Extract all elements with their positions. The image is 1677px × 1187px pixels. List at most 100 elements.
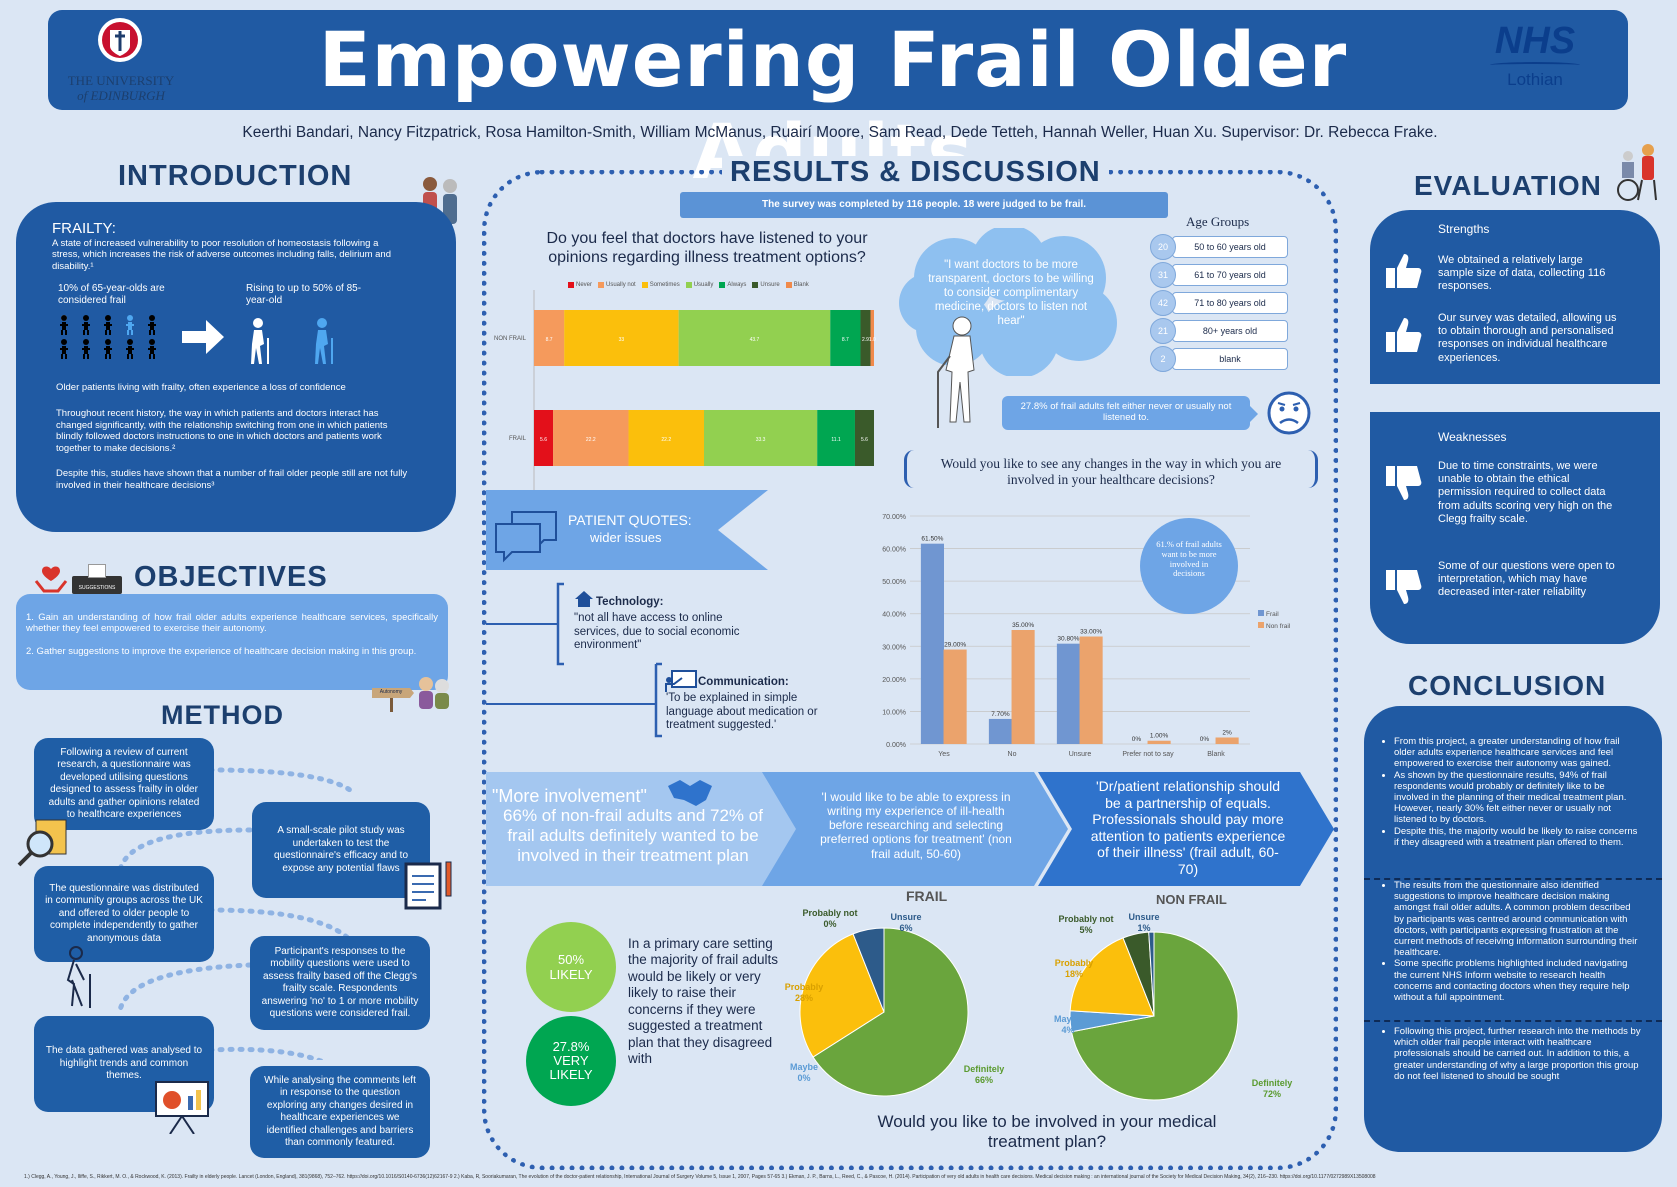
- bar-row-label: NON FRAIL: [494, 336, 527, 342]
- page-title: Empowering Frail Older Adults: [318, 15, 1348, 196]
- bar: [988, 718, 1012, 744]
- legend-item: Unsure: [752, 282, 780, 288]
- bubble-61-text: 61.% of frail adults want to be more inv…: [1156, 539, 1222, 579]
- x-tick-label: Yes: [938, 751, 950, 758]
- quote-frail: 'Dr/patient relationship should be a par…: [1090, 778, 1286, 877]
- age-row-5: blank 2: [1150, 346, 1288, 372]
- bar-segment-label: 5.6: [861, 437, 868, 443]
- results-heading: RESULTS & DISCUSSION: [722, 156, 1109, 189]
- age-row-3: 71 to 80 years old 42: [1150, 290, 1288, 316]
- method-step-2: A small-scale pilot study was undertaken…: [252, 802, 430, 898]
- pie-label-line: 4%: [1061, 1025, 1074, 1035]
- pie-slice: [852, 927, 885, 1013]
- evaluation-heading: EVALUATION: [1414, 170, 1602, 201]
- pie-label-line: Probably: [785, 982, 824, 992]
- legend-swatch: [752, 282, 759, 288]
- legend-item: Sometimes: [641, 282, 680, 288]
- bar-segment: [534, 410, 554, 466]
- pie-label-line: 18%: [1065, 969, 1083, 979]
- y-tick-label: 70.00%: [882, 514, 906, 521]
- pie-label-line: Unsure: [890, 912, 921, 922]
- frailty-definition: A state of increased vulnerability to po…: [52, 238, 391, 272]
- legend-item: Usually: [685, 282, 713, 288]
- stat-10pct: 10% of 65-year-olds are considered frail: [58, 283, 165, 306]
- survey-banner: The survey was completed by 116 people. …: [680, 192, 1168, 218]
- stacked-bar-legend: Never Usually not Sometimes Usually Always Un…: [568, 275, 828, 288]
- legend-label: Sometimes: [649, 282, 680, 288]
- age-row-1: 50 to 60 years old 20: [1150, 234, 1288, 260]
- age-count: 21: [1150, 318, 1176, 344]
- elderly-couple-small-icon: [416, 674, 452, 710]
- legend-swatch: [719, 282, 726, 288]
- x-tick-label: Unsure: [1069, 751, 1092, 758]
- arrow-right-icon: [182, 320, 224, 354]
- conclusion-bullet: As shown by the questionnaire results, 9…: [1394, 770, 1642, 826]
- age-groups-list: 50 to 60 years old 20 61 to 70 years old 3…: [1150, 234, 1290, 374]
- frailty-title: FRAILTY:: [52, 220, 116, 237]
- suggestions-label: SUGGESTIONS: [78, 585, 116, 591]
- intro-p3: Despite this, studies have shown that a …: [56, 468, 408, 491]
- objective-1: 1. Gain an understanding of how frail ol…: [26, 612, 438, 635]
- age-count: 42: [1150, 290, 1176, 316]
- bar-segment: [817, 410, 855, 466]
- age-label: blank: [1172, 348, 1288, 370]
- pie-label: Unsure 6%: [890, 912, 921, 933]
- bar-segment-label: 5.6: [540, 437, 547, 443]
- pie-label: Definitely 72%: [1252, 1078, 1293, 1099]
- age-row-2: 61 to 70 years old 31: [1150, 262, 1288, 288]
- header-banner: [48, 10, 1628, 110]
- bar-segment: [628, 410, 704, 466]
- weaknesses-title: Weaknesses: [1438, 430, 1507, 444]
- legend-swatch: [1258, 622, 1264, 628]
- pie-label: Probably 28%: [785, 982, 824, 1003]
- legend-swatch: [685, 282, 692, 288]
- bar-value-label: 2%: [1222, 729, 1232, 736]
- pie-frail: Definitely 66% Probably 28% Unsure 6% Probably…: [784, 900, 1034, 1100]
- handshake-icon: [666, 776, 714, 808]
- q2-bracket: [904, 450, 1318, 488]
- x-tick-label: Blank: [1207, 751, 1225, 758]
- uni-line1: THE UNIVERSITY: [67, 73, 175, 88]
- university-name: THE UNIVERSITY of EDINBURGH: [58, 73, 184, 104]
- tech-quote: "not all have access to online services,…: [574, 612, 740, 652]
- method-connector: [117, 767, 353, 1060]
- y-tick-label: 60.00%: [882, 547, 906, 554]
- strengths-panel: [1370, 210, 1660, 384]
- objective-2: 2. Gather suggestions to improve the exp…: [26, 646, 417, 657]
- university-crest: [96, 16, 144, 68]
- quote-cloud: [899, 228, 1117, 376]
- strengths-title: Strengths: [1438, 222, 1490, 236]
- legend-swatch: [568, 282, 574, 288]
- y-tick-label: 10.00%: [882, 709, 906, 716]
- pie-label-line: 6%: [899, 923, 912, 933]
- nhs-logo-text: NHS: [1494, 20, 1576, 62]
- age-label: 61 to 70 years old: [1172, 264, 1288, 286]
- pie-label-line: 5%: [1079, 925, 1092, 935]
- pie-label: Maybe 0%: [790, 1062, 818, 1083]
- grouped-bar-svg: 0.00% 10.00% 20.00% 30.00% 40.00% 50.00% 60.00…: [882, 514, 1291, 758]
- wheelchair-icon: [1614, 142, 1662, 202]
- question-changes: Would you like to see any changes in the…: [940, 456, 1282, 487]
- people-icons-group: [56, 314, 166, 360]
- weakness-2: Some of our questions were open to inter…: [1438, 560, 1615, 599]
- bar-segment-label: 22.2: [586, 437, 596, 443]
- bar-value-label: 1.00%: [1150, 733, 1169, 740]
- bar-segment: [870, 310, 874, 366]
- pie-label-line: Probably not: [802, 908, 857, 918]
- intro-panel: [16, 202, 456, 532]
- tech-title: Technology:: [596, 596, 664, 608]
- pie-label-line: Probably not: [1058, 914, 1113, 924]
- elderly-person-icon: [246, 318, 276, 364]
- legend-label: Never: [576, 282, 593, 288]
- pie-label-line: Maybe: [790, 1062, 818, 1072]
- bar-value-label: 30.80%: [1057, 636, 1079, 643]
- pie-label: Unsure 1%: [1128, 912, 1159, 933]
- bar-segment: [830, 310, 861, 366]
- conclusion-heading: CONCLUSION: [1408, 670, 1607, 701]
- conclusion-divider-2: [1364, 1020, 1662, 1022]
- age-count: 2: [1150, 346, 1176, 372]
- conclusion-list-1: From this project, a greater understandi…: [1380, 736, 1642, 848]
- bar-value-label: 61.50%: [921, 536, 943, 543]
- bar-segment: [860, 310, 871, 366]
- legend-label: Unsure: [760, 282, 780, 288]
